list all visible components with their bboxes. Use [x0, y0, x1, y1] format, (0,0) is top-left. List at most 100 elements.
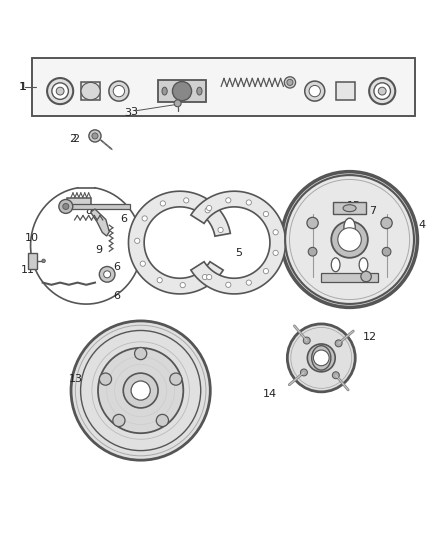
Circle shape: [314, 350, 329, 366]
Bar: [81, 83, 100, 100]
Text: 5: 5: [235, 247, 242, 257]
Circle shape: [131, 381, 150, 400]
Circle shape: [285, 175, 414, 304]
Text: 11: 11: [21, 265, 35, 275]
Circle shape: [109, 81, 129, 101]
Circle shape: [99, 266, 115, 282]
Bar: [69, 204, 130, 209]
Text: 2: 2: [72, 134, 79, 144]
Circle shape: [381, 217, 392, 229]
Circle shape: [361, 271, 371, 282]
Circle shape: [246, 280, 251, 285]
Circle shape: [134, 348, 147, 360]
Circle shape: [273, 251, 278, 255]
Circle shape: [123, 373, 158, 408]
Circle shape: [305, 81, 325, 101]
Circle shape: [156, 414, 169, 426]
Circle shape: [300, 369, 307, 376]
Circle shape: [307, 344, 335, 372]
Circle shape: [99, 373, 112, 385]
Circle shape: [207, 205, 212, 211]
Circle shape: [142, 216, 147, 221]
Circle shape: [273, 230, 278, 235]
Circle shape: [374, 83, 391, 99]
Circle shape: [180, 282, 185, 288]
Circle shape: [42, 259, 46, 263]
Circle shape: [308, 247, 317, 256]
Circle shape: [263, 212, 268, 216]
Text: 15: 15: [346, 201, 360, 212]
Text: 1: 1: [19, 82, 26, 92]
Bar: [67, 198, 91, 209]
Circle shape: [263, 269, 268, 274]
Circle shape: [331, 221, 368, 258]
Circle shape: [287, 79, 293, 85]
Circle shape: [218, 228, 223, 232]
Circle shape: [160, 201, 166, 206]
Circle shape: [226, 282, 231, 287]
Circle shape: [287, 324, 355, 392]
Circle shape: [47, 78, 73, 104]
Circle shape: [303, 337, 310, 344]
Circle shape: [309, 85, 321, 97]
Circle shape: [98, 348, 184, 433]
Bar: [336, 83, 355, 100]
Text: 4: 4: [418, 220, 425, 230]
Circle shape: [338, 228, 361, 251]
Ellipse shape: [344, 218, 355, 237]
Bar: [28, 253, 37, 269]
Text: 6: 6: [120, 214, 127, 224]
Circle shape: [332, 372, 339, 379]
Circle shape: [56, 87, 64, 95]
Circle shape: [369, 78, 395, 104]
Circle shape: [134, 238, 140, 244]
Circle shape: [52, 83, 68, 99]
Circle shape: [335, 340, 342, 347]
Circle shape: [113, 414, 125, 426]
Circle shape: [157, 278, 162, 283]
Circle shape: [207, 274, 212, 280]
Circle shape: [307, 217, 318, 229]
Bar: [158, 80, 206, 102]
Circle shape: [246, 200, 251, 205]
Circle shape: [104, 271, 111, 278]
Circle shape: [284, 77, 296, 88]
Ellipse shape: [197, 87, 202, 95]
Text: 7: 7: [369, 206, 376, 216]
Polygon shape: [128, 191, 230, 294]
Circle shape: [140, 261, 145, 266]
Circle shape: [202, 274, 208, 280]
Circle shape: [282, 172, 417, 308]
Polygon shape: [91, 209, 110, 236]
Ellipse shape: [343, 205, 356, 212]
Text: 3: 3: [130, 107, 137, 117]
Circle shape: [205, 208, 210, 213]
Circle shape: [170, 373, 182, 385]
Text: 9: 9: [95, 245, 102, 255]
Circle shape: [89, 130, 101, 142]
Text: 12: 12: [363, 332, 377, 342]
Circle shape: [184, 198, 189, 203]
Bar: [32, 58, 415, 116]
Ellipse shape: [162, 87, 167, 95]
Circle shape: [226, 198, 231, 203]
Text: 14: 14: [262, 389, 277, 399]
Text: 2: 2: [69, 134, 76, 144]
Circle shape: [59, 199, 73, 213]
Bar: [32, 58, 415, 116]
Ellipse shape: [359, 258, 368, 272]
Circle shape: [71, 321, 210, 460]
Circle shape: [174, 100, 181, 107]
Text: 1: 1: [20, 82, 27, 92]
Bar: [333, 202, 366, 214]
Polygon shape: [191, 191, 286, 294]
Text: 3: 3: [124, 108, 131, 118]
Circle shape: [113, 85, 124, 97]
Text: 6: 6: [113, 262, 120, 272]
Ellipse shape: [81, 83, 100, 100]
Text: 13: 13: [69, 374, 83, 384]
Text: 8: 8: [85, 206, 92, 216]
Bar: [321, 272, 378, 282]
Ellipse shape: [331, 258, 340, 272]
Text: 10: 10: [25, 233, 39, 243]
